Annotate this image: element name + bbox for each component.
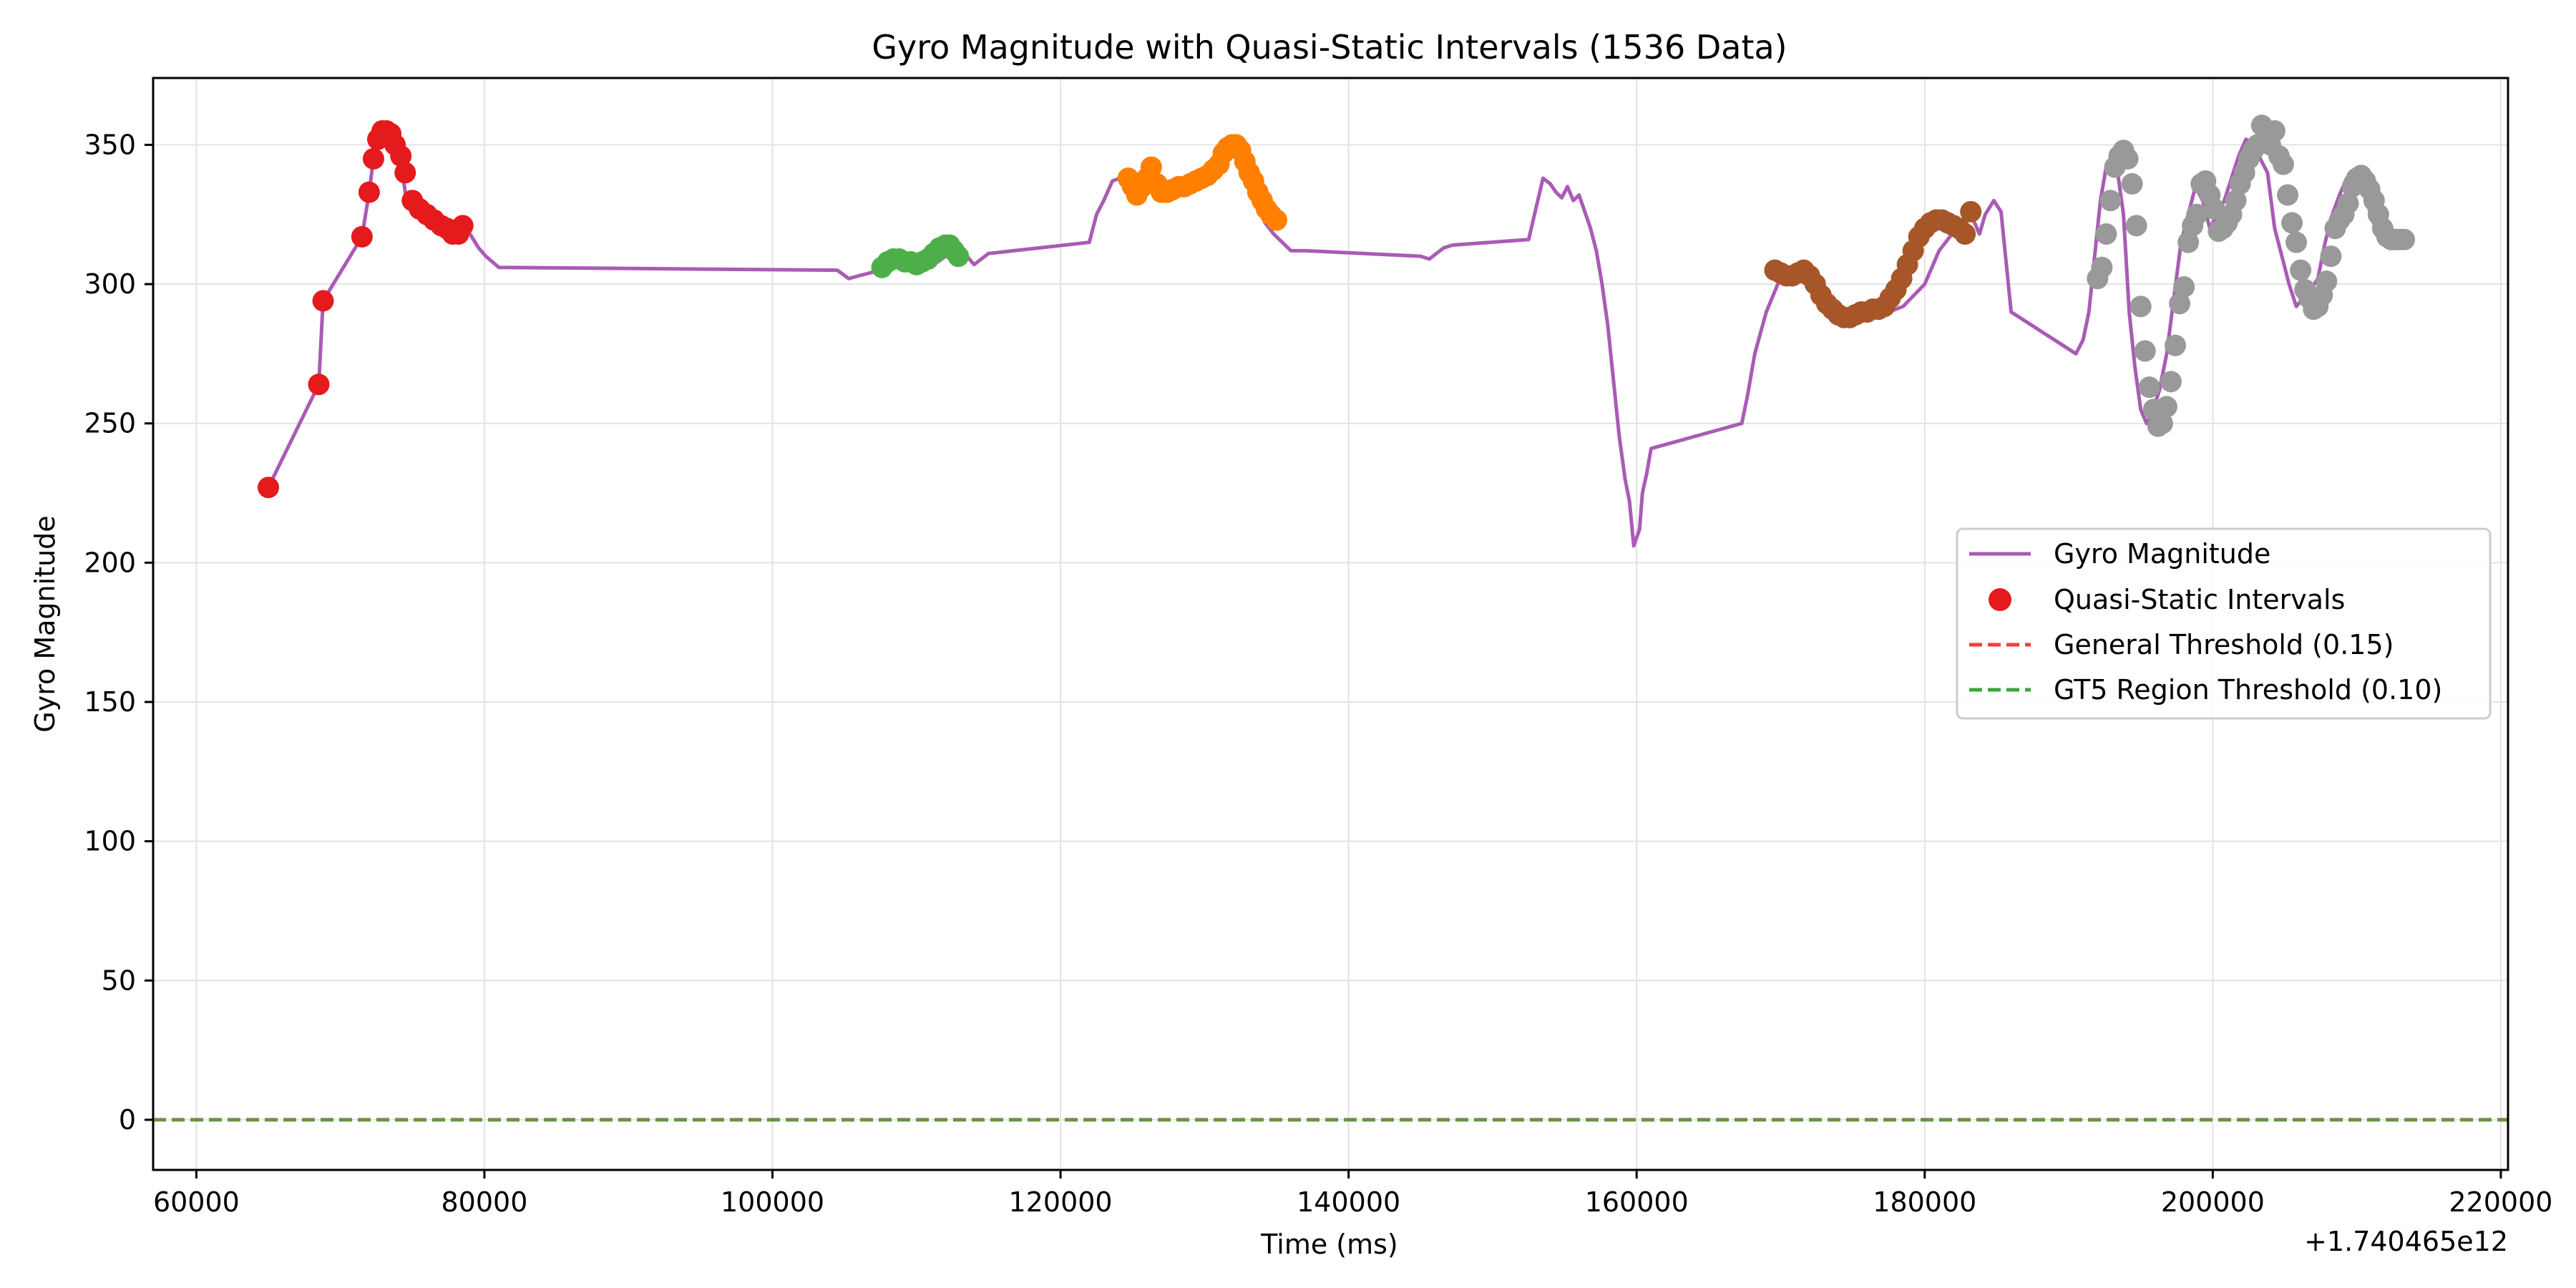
quasi-static-point (947, 245, 970, 268)
quasi-static-point (2290, 259, 2312, 281)
y-axis-label: Gyro Magnitude (29, 515, 61, 732)
quasi-static-point (2320, 245, 2342, 268)
legend-marker-swatch (1989, 588, 2011, 611)
quasi-static-point (312, 290, 334, 312)
x-tick-label: 120000 (1009, 1186, 1113, 1218)
quasi-static-point (2155, 396, 2177, 418)
quasi-static-point (2160, 371, 2182, 393)
quasi-static-point (1954, 223, 1976, 245)
y-tick-label: 150 (84, 686, 136, 718)
quasi-static-point (358, 181, 380, 203)
chart-title: Gyro Magnitude with Quasi-Static Interva… (872, 28, 1787, 67)
legend-entry-general-threshold: General Threshold (0.15) (1969, 629, 2394, 660)
quasi-static-point (362, 147, 384, 170)
legend-label-quasi-static: Quasi-Static Intervals (2054, 584, 2345, 615)
x-tick-label: 140000 (1297, 1186, 1400, 1218)
x-tick-label: 200000 (2161, 1186, 2265, 1218)
quasi-static-point (2186, 203, 2208, 225)
legend-label-gt5-threshold: GT5 Region Threshold (0.10) (2054, 674, 2442, 706)
quasi-static-point (1960, 200, 1982, 223)
legend-entry-gyro-magnitude: Gyro Magnitude (1969, 538, 2270, 570)
quasi-static-point (2277, 184, 2299, 206)
x-axis-ticks: 60000 80000 100000 120000 140000 160000 180000… (153, 1170, 2552, 1218)
legend-label-general-threshold: General Threshold (0.15) (2054, 629, 2394, 660)
x-tick-label: 160000 (1585, 1186, 1689, 1218)
x-tick-label: 80000 (441, 1186, 528, 1218)
quasi-static-point (2165, 334, 2187, 356)
quasi-static-point (1266, 209, 1288, 231)
x-tick-label: 100000 (721, 1186, 824, 1218)
quasi-static-point (2134, 340, 2156, 362)
quasi-static-point (2225, 190, 2247, 212)
quasi-static-point (258, 477, 280, 499)
legend-entry-gt5-threshold: GT5 Region Threshold (0.10) (1969, 674, 2442, 706)
legend: Gyro Magnitude Quasi-Static Intervals Ge… (1956, 527, 2492, 720)
y-tick-label: 250 (84, 408, 136, 439)
quasi-static-point (2095, 223, 2117, 245)
x-tick-label: 60000 (153, 1186, 240, 1218)
quasi-static-point (2138, 376, 2160, 399)
quasi-static-point (452, 215, 474, 237)
x-axis-offset-label: +1.740465e12 (2304, 1226, 2508, 1257)
quasi-static-point (2316, 270, 2338, 293)
quasi-static-point (2281, 212, 2303, 234)
quasi-static-point (351, 225, 373, 248)
y-axis-ticks: 0 50 100 150 200 250 300 350 (84, 129, 153, 1136)
quasi-static-point (2117, 147, 2139, 170)
quasi-static-point (2272, 153, 2294, 175)
quasi-static-point (1140, 156, 1162, 178)
x-axis-label: Time (ms) (1260, 1229, 1398, 1260)
y-tick-label: 100 (84, 826, 136, 857)
quasi-static-point (2169, 293, 2191, 315)
legend-entry-quasi-static: Quasi-Static Intervals (1989, 584, 2345, 615)
legend-box (1956, 527, 2492, 720)
quasi-static-point (2173, 275, 2195, 298)
quasi-static-point (2263, 119, 2285, 142)
quasi-static-point (2285, 231, 2308, 253)
quasi-static-point (394, 162, 416, 184)
x-tick-label: 180000 (1873, 1186, 1976, 1218)
quasi-static-point (308, 374, 330, 396)
legend-label-gyro-magnitude: Gyro Magnitude (2054, 538, 2270, 570)
x-tick-label: 220000 (2449, 1186, 2552, 1218)
quasi-static-point (2177, 231, 2200, 253)
quasi-static-point (2337, 192, 2359, 215)
quasi-static-point (2394, 228, 2416, 250)
quasi-static-points (258, 114, 2416, 499)
quasi-static-point (2203, 197, 2225, 220)
y-tick-label: 50 (102, 965, 136, 996)
quasi-static-point (2125, 215, 2147, 237)
quasi-static-point (2151, 412, 2173, 434)
y-tick-label: 300 (84, 268, 136, 300)
y-tick-label: 350 (84, 129, 136, 160)
quasi-static-point (2121, 172, 2143, 195)
plot-frame (152, 77, 2509, 1171)
quasi-static-point (390, 145, 412, 167)
quasi-static-point (2091, 256, 2113, 278)
quasi-static-point (2099, 190, 2122, 212)
y-tick-label: 200 (84, 547, 136, 578)
y-tick-label: 0 (119, 1104, 136, 1136)
quasi-static-point (2129, 296, 2152, 318)
